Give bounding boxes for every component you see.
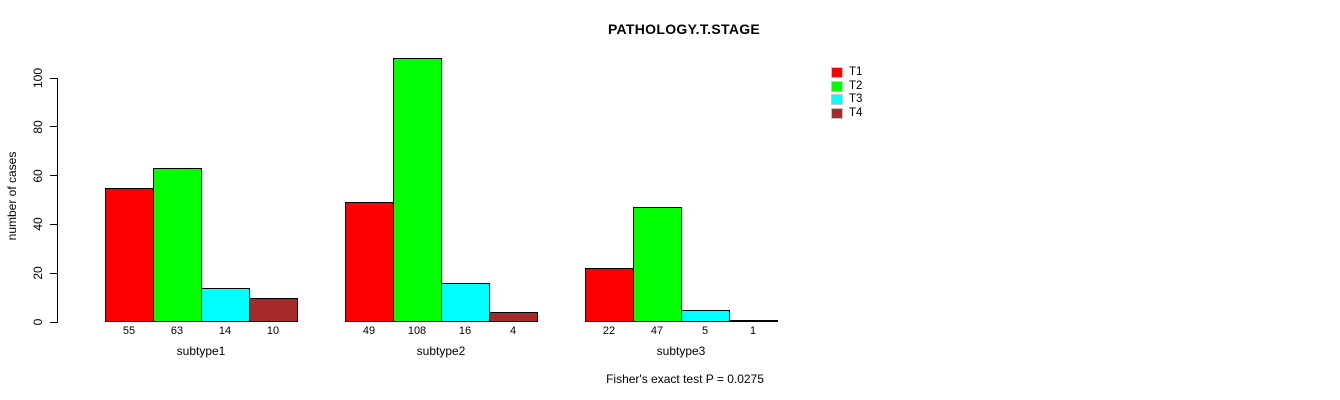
group-label-subtype3: subtype3 bbox=[656, 344, 706, 358]
bar-value-label: 14 bbox=[218, 325, 232, 337]
legend-swatch-t2 bbox=[831, 80, 843, 92]
y-axis-tick bbox=[50, 175, 57, 177]
bar-value-label: 16 bbox=[458, 325, 472, 337]
y-axis-tick bbox=[50, 321, 57, 323]
legend-item-t2: T2 bbox=[831, 80, 862, 94]
bar-t3-subtype3 bbox=[681, 309, 730, 322]
bar-value-label: 55 bbox=[122, 325, 136, 337]
y-axis-tick-label: 80 bbox=[31, 120, 45, 134]
bar-t2-subtype3 bbox=[633, 207, 682, 322]
legend: T1 T2 T3 T4 bbox=[831, 66, 862, 120]
bar-value-label: 108 bbox=[407, 325, 427, 337]
legend-label: T3 bbox=[849, 93, 863, 105]
y-axis-tick-label: 60 bbox=[31, 168, 45, 183]
legend-label: T1 bbox=[849, 66, 863, 78]
legend-label: T4 bbox=[849, 106, 863, 119]
bar-value-label: 1 bbox=[749, 325, 757, 337]
bar-value-label: 4 bbox=[509, 325, 517, 337]
bar-value-label: 5 bbox=[701, 325, 709, 337]
bar-t4-subtype1 bbox=[249, 297, 298, 322]
bar-t2-subtype2 bbox=[393, 58, 442, 322]
y-axis-tick-label: 100 bbox=[31, 67, 45, 89]
y-axis-tick-label: 0 bbox=[31, 318, 45, 326]
y-axis-line bbox=[57, 78, 58, 323]
bar-value-label: 49 bbox=[362, 325, 376, 337]
legend-item-t3: T3 bbox=[831, 93, 862, 107]
bar-value-label: 47 bbox=[650, 325, 664, 337]
bar-t3-subtype1 bbox=[201, 287, 250, 322]
legend-label: T2 bbox=[849, 79, 863, 92]
chart-title: PATHOLOGY.T.STAGE bbox=[607, 21, 761, 37]
y-axis-tick-label: 40 bbox=[31, 217, 45, 232]
y-axis-tick bbox=[50, 272, 57, 274]
legend-swatch-t4 bbox=[831, 107, 843, 119]
group-label-subtype2: subtype2 bbox=[416, 344, 466, 358]
bar-value-label: 63 bbox=[170, 325, 184, 337]
annotation-text: Fisher's exact test P = 0.0275 bbox=[606, 372, 764, 386]
y-axis-tick-label: 20 bbox=[31, 266, 45, 280]
legend-swatch-t1 bbox=[831, 67, 843, 79]
legend-swatch-t3 bbox=[831, 94, 843, 106]
bar-value-label: 22 bbox=[602, 325, 616, 337]
legend-item-t4: T4 bbox=[831, 107, 862, 121]
legend-item-t1: T1 bbox=[831, 66, 862, 80]
bar-t4-subtype2 bbox=[489, 312, 538, 322]
bar-t1-subtype3 bbox=[585, 268, 634, 322]
y-axis-tick bbox=[50, 126, 57, 128]
y-axis-tick bbox=[50, 77, 57, 79]
group-label-subtype1: subtype1 bbox=[176, 344, 226, 358]
bar-t3-subtype2 bbox=[441, 282, 490, 322]
bar-t1-subtype1 bbox=[105, 187, 154, 322]
y-axis-label: number of cases bbox=[5, 151, 19, 241]
bar-value-label: 10 bbox=[266, 325, 280, 337]
bar-t2-subtype1 bbox=[153, 168, 202, 322]
bar-t1-subtype2 bbox=[345, 202, 394, 322]
y-axis-tick bbox=[50, 223, 57, 225]
bar-t4-subtype3 bbox=[729, 319, 778, 322]
